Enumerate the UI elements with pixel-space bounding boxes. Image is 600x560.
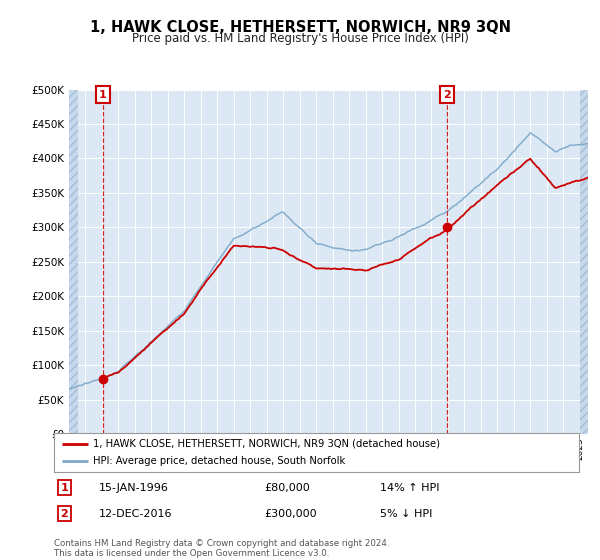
Text: HPI: Average price, detached house, South Norfolk: HPI: Average price, detached house, Sout…: [94, 456, 346, 466]
Text: £80,000: £80,000: [264, 483, 310, 493]
Text: 2: 2: [443, 90, 451, 100]
Text: 5% ↓ HPI: 5% ↓ HPI: [380, 508, 432, 519]
Text: Contains HM Land Registry data © Crown copyright and database right 2024.
This d: Contains HM Land Registry data © Crown c…: [54, 539, 389, 558]
Text: 2: 2: [60, 508, 68, 519]
Text: 12-DEC-2016: 12-DEC-2016: [98, 508, 172, 519]
Bar: [69, 90, 78, 434]
Text: 15-JAN-1996: 15-JAN-1996: [98, 483, 169, 493]
Text: 1: 1: [60, 483, 68, 493]
Text: Price paid vs. HM Land Registry's House Price Index (HPI): Price paid vs. HM Land Registry's House …: [131, 32, 469, 45]
Text: 1: 1: [99, 90, 106, 100]
Bar: [580, 90, 588, 434]
Text: £300,000: £300,000: [264, 508, 317, 519]
Text: 14% ↑ HPI: 14% ↑ HPI: [380, 483, 439, 493]
Text: 1, HAWK CLOSE, HETHERSETT, NORWICH, NR9 3QN (detached house): 1, HAWK CLOSE, HETHERSETT, NORWICH, NR9 …: [94, 438, 440, 449]
Text: 1, HAWK CLOSE, HETHERSETT, NORWICH, NR9 3QN: 1, HAWK CLOSE, HETHERSETT, NORWICH, NR9 …: [89, 20, 511, 35]
